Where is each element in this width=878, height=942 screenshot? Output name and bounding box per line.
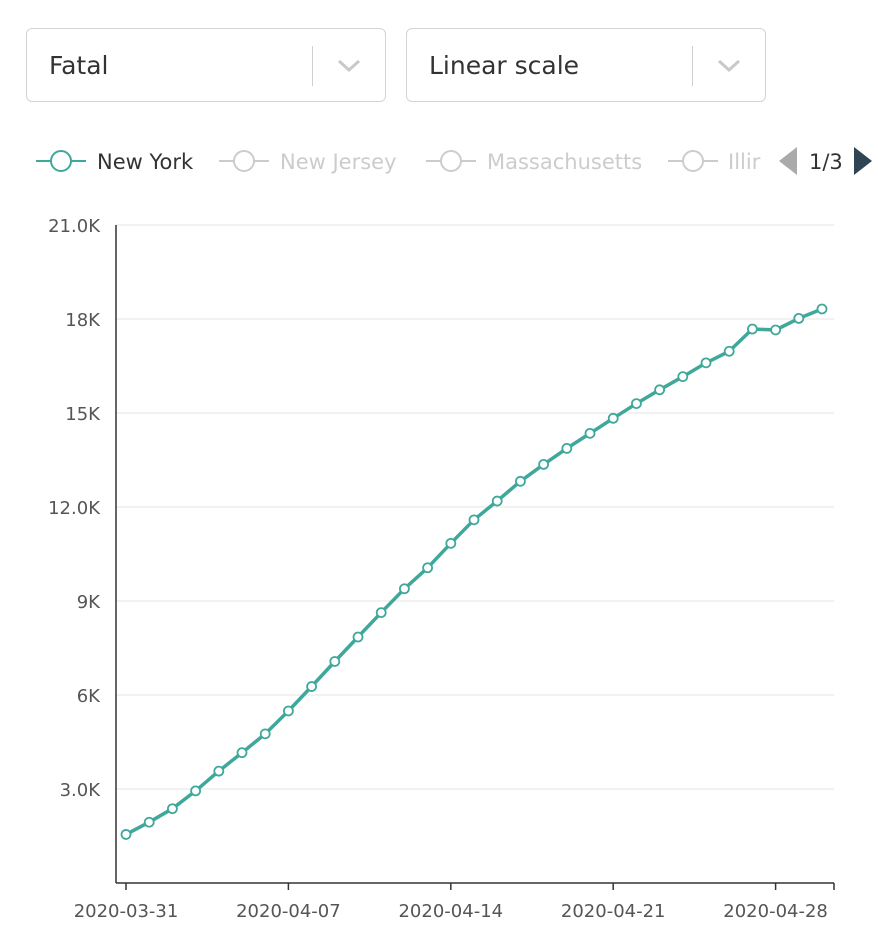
y-tick-label: 21.0K bbox=[48, 216, 101, 237]
data-point[interactable] bbox=[398, 583, 410, 595]
data-point[interactable] bbox=[723, 345, 735, 357]
data-point[interactable] bbox=[329, 656, 341, 667]
legend-label: New Jersey bbox=[280, 150, 397, 174]
x-tick-label: 2020-04-21 bbox=[561, 901, 666, 922]
legend-circle-icon bbox=[233, 150, 255, 172]
y-tick-label: 9K bbox=[77, 592, 101, 613]
y-tick-label: 18K bbox=[65, 310, 101, 331]
metric-select-value: Fatal bbox=[49, 51, 109, 80]
data-point[interactable] bbox=[445, 537, 457, 549]
legend: New York New Jersey Massachusetts Illir 1/3 bbox=[36, 140, 872, 184]
data-point[interactable] bbox=[259, 728, 271, 740]
legend-item[interactable]: New York bbox=[36, 150, 194, 174]
x-tick-label: 2020-04-14 bbox=[398, 901, 503, 922]
data-point[interactable] bbox=[190, 785, 202, 797]
data-point[interactable] bbox=[213, 765, 225, 777]
next-page-arrow-icon[interactable] bbox=[854, 147, 872, 175]
legend-label: Massachusetts bbox=[487, 150, 642, 174]
data-point[interactable] bbox=[468, 514, 480, 526]
metric-select[interactable]: Fatal bbox=[26, 28, 386, 102]
data-point[interactable] bbox=[677, 371, 689, 383]
legend-item[interactable]: Illir bbox=[668, 150, 761, 174]
legend-circle-icon bbox=[440, 150, 462, 172]
y-tick-label: 3.0K bbox=[60, 780, 102, 801]
grid bbox=[116, 224, 834, 790]
series-line bbox=[125, 307, 823, 836]
legend-label: New York bbox=[97, 150, 194, 174]
data-point[interactable] bbox=[538, 458, 549, 470]
y-tick-label: 6K bbox=[77, 686, 101, 707]
data-point[interactable] bbox=[631, 398, 642, 410]
legend-item[interactable]: Massachusetts bbox=[426, 150, 642, 174]
legend-item[interactable]: New Jersey bbox=[219, 150, 397, 174]
axes: 3.0K 6K 9K 12.0K 15K 18K 21.0K 2020-03-31 2020-0… bbox=[48, 216, 835, 922]
data-point[interactable] bbox=[584, 427, 596, 439]
y-tick-label: 15K bbox=[65, 404, 101, 425]
data-point[interactable] bbox=[607, 412, 619, 424]
data-point[interactable] bbox=[166, 803, 178, 815]
metric-select-separator bbox=[312, 46, 313, 86]
y-tick-label: 12.0K bbox=[48, 498, 101, 519]
legend-overflow-mask bbox=[762, 140, 778, 184]
data-point[interactable] bbox=[793, 312, 805, 324]
data-point[interactable] bbox=[491, 495, 503, 507]
chevron-down-icon[interactable] bbox=[335, 53, 363, 77]
legend-page-indicator: 1/3 bbox=[809, 150, 843, 174]
data-point[interactable] bbox=[770, 324, 781, 336]
data-point[interactable] bbox=[561, 443, 573, 454]
scale-select-value: Linear scale bbox=[429, 51, 580, 80]
chevron-down-icon[interactable] bbox=[715, 53, 743, 77]
data-point[interactable] bbox=[515, 475, 526, 487]
data-point[interactable] bbox=[282, 705, 294, 717]
legend-circle-icon bbox=[50, 150, 72, 172]
x-tick-label: 2020-03-31 bbox=[74, 901, 179, 922]
prev-page-arrow-icon[interactable] bbox=[779, 147, 797, 175]
scale-select-separator bbox=[692, 46, 693, 86]
data-point[interactable] bbox=[747, 323, 758, 335]
data-point[interactable] bbox=[352, 631, 364, 643]
scale-select[interactable]: Linear scale bbox=[406, 28, 766, 102]
legend-label: Illir bbox=[728, 150, 761, 174]
series-layer bbox=[120, 303, 828, 840]
legend-circle-icon bbox=[682, 150, 704, 172]
x-tick-label: 2020-04-28 bbox=[723, 901, 828, 922]
data-point[interactable] bbox=[422, 562, 434, 574]
x-tick-label: 2020-04-07 bbox=[236, 901, 341, 922]
data-point[interactable] bbox=[120, 829, 132, 840]
data-point[interactable] bbox=[375, 607, 387, 618]
data-point[interactable] bbox=[236, 747, 248, 759]
data-point[interactable] bbox=[654, 384, 665, 396]
data-point[interactable] bbox=[306, 681, 318, 692]
data-point[interactable] bbox=[143, 816, 155, 828]
data-point[interactable] bbox=[700, 357, 712, 369]
data-point[interactable] bbox=[816, 303, 828, 315]
